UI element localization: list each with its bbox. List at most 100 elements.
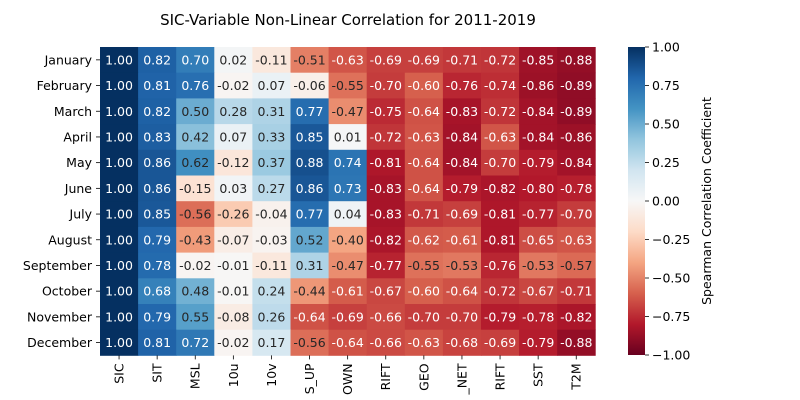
cell-value-label: -0.47 — [331, 258, 363, 273]
cell-value-label: 0.77 — [296, 104, 324, 119]
cell-value-label: -0.72 — [484, 284, 516, 299]
y-tick-label: June — [64, 181, 93, 196]
cell-value-label: -0.70 — [370, 78, 402, 93]
cell-value-label: 0.27 — [258, 181, 286, 196]
heatmap-cell — [290, 149, 329, 176]
x-tick-label: MSL — [188, 363, 203, 389]
heatmap-cell — [481, 47, 520, 74]
cell-value-label: -0.63 — [331, 52, 363, 67]
cell-value-label: -0.76 — [484, 258, 516, 273]
heatmap-cell — [366, 304, 406, 331]
cell-value-label: -0.60 — [408, 284, 440, 299]
heatmap-cell — [442, 98, 482, 125]
cell-value-label: 0.01 — [334, 129, 362, 144]
heatmap-cell — [519, 98, 558, 125]
heatmap-cell — [138, 201, 177, 228]
heatmap-cell — [404, 149, 444, 176]
heatmap-cell — [138, 47, 177, 74]
heatmap-cell — [404, 175, 444, 202]
cell-value-label: -0.84 — [522, 129, 554, 144]
heatmap-cell — [481, 149, 520, 176]
heatmap-cell — [557, 47, 596, 74]
cell-value-label: -0.64 — [446, 284, 478, 299]
heatmap-cell — [138, 226, 177, 253]
x-tick-label: S_UP — [302, 363, 317, 394]
heatmap-cell — [519, 201, 558, 228]
colorbar-tick-label: 0.50 — [652, 117, 680, 132]
y-tick-label: May — [66, 155, 92, 170]
cell-value-label: 0.55 — [181, 309, 209, 324]
heatmap-cell — [252, 47, 291, 74]
heatmap-cell — [290, 124, 329, 151]
cell-value-label: -0.88 — [560, 52, 592, 67]
cell-value-label: 0.81 — [143, 335, 171, 350]
heatmap-cell — [252, 175, 291, 202]
cell-value-label: -0.83 — [370, 181, 402, 196]
cell-value-label: 1.00 — [105, 52, 133, 67]
heatmap-cell — [176, 72, 215, 99]
cell-value-label: -0.78 — [522, 309, 554, 324]
cell-value-label: 0.81 — [143, 78, 171, 93]
cell-value-label: 0.86 — [143, 155, 171, 170]
heatmap-cell — [214, 201, 253, 228]
cell-value-label: 0.73 — [334, 181, 362, 196]
cell-value-label: 1.00 — [105, 155, 133, 170]
heatmap-cell — [176, 304, 215, 331]
cell-value-label: -0.74 — [484, 78, 516, 93]
cell-value-label: 1.00 — [105, 207, 133, 222]
heatmap-cell — [214, 278, 253, 305]
y-tick-label: July — [69, 207, 93, 222]
heatmap-cell — [481, 72, 520, 99]
cell-value-label: -0.71 — [560, 284, 592, 299]
heatmap-cell — [366, 98, 406, 125]
cell-value-label: -0.76 — [446, 78, 478, 93]
y-tick-label: September — [23, 258, 93, 273]
cell-value-labels: 1.00 0.82 0.70 0.02 -0.11 -0.51 -0.63 -0.69 -0.6… — [105, 52, 592, 350]
cell-value-label: -0.02 — [217, 78, 249, 93]
heatmap-cell — [404, 72, 444, 99]
heatmap-cell — [557, 72, 596, 99]
cell-value-label: -0.72 — [370, 129, 402, 144]
heatmap-cell — [252, 124, 291, 151]
heatmap-cell — [252, 252, 291, 279]
cell-value-label: 0.79 — [143, 232, 171, 247]
cell-value-label: 0.82 — [143, 52, 171, 67]
heatmap-cell — [328, 175, 368, 202]
cell-value-label: -0.64 — [293, 309, 325, 324]
y-tick-label: April — [63, 129, 92, 144]
cell-value-label: -0.64 — [408, 104, 440, 119]
cell-value-label: -0.69 — [331, 309, 363, 324]
heatmap-cell — [176, 201, 215, 228]
heatmap-cell — [138, 278, 177, 305]
colorbar-tick-label: 1.00 — [652, 40, 680, 55]
heatmap-cell — [366, 175, 406, 202]
x-tick-label: 10v — [264, 363, 279, 387]
heatmap-cell — [442, 226, 482, 253]
x-tick-label: 10u — [226, 363, 241, 387]
cell-value-label: -0.53 — [522, 258, 554, 273]
cell-value-label: 0.86 — [143, 181, 171, 196]
heatmap-cell — [481, 329, 520, 356]
heatmap-cell — [366, 278, 406, 305]
heatmap-cell — [252, 304, 291, 331]
heatmap-cell — [100, 278, 139, 305]
heatmap-cell — [138, 329, 177, 356]
heatmap-cell — [442, 304, 482, 331]
heatmap-cell — [481, 226, 520, 253]
heatmap-cell — [481, 201, 520, 228]
cell-value-label: -0.72 — [484, 52, 516, 67]
cell-value-label: -0.80 — [522, 181, 554, 196]
cell-value-label: -0.56 — [179, 207, 211, 222]
y-tick-label: August — [48, 232, 92, 247]
colorbar-tick-label: 0.25 — [652, 155, 680, 170]
cell-value-label: 0.72 — [181, 335, 209, 350]
cell-value-label: 0.42 — [181, 129, 209, 144]
heatmap-cell — [100, 72, 139, 99]
heatmap-cell — [290, 47, 329, 74]
heatmap-cell — [176, 278, 215, 305]
cell-value-label: -0.53 — [446, 258, 478, 273]
cell-value-label: -0.81 — [370, 155, 402, 170]
cell-value-label: 0.04 — [334, 207, 362, 222]
heatmap-cell — [214, 175, 253, 202]
y-tick-label: November — [27, 309, 93, 324]
